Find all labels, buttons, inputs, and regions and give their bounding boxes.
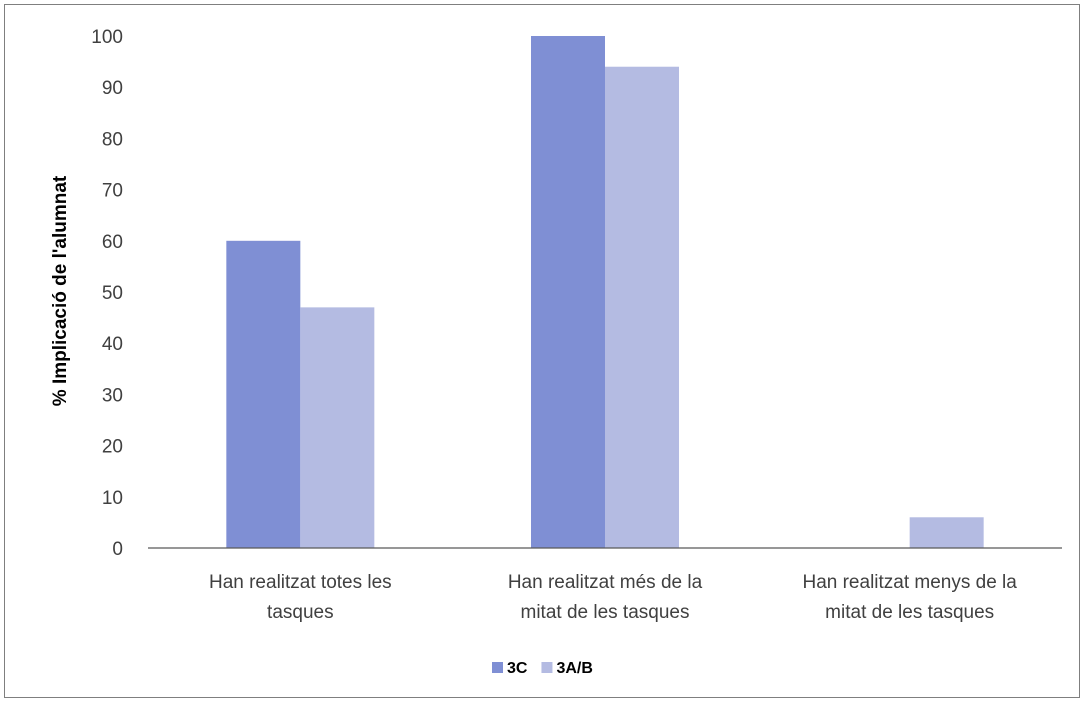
y-tick-label: 70 [102, 181, 123, 202]
category-label: Han realitzat totes les [209, 572, 392, 593]
bar-3a-b-1 [605, 66, 679, 548]
category-label: mitat de les tasques [825, 602, 994, 623]
y-tick-label: 50 [102, 283, 123, 304]
category-label: tasques [267, 602, 334, 623]
legend-swatch-0 [492, 662, 503, 673]
y-tick-label: 100 [91, 27, 123, 48]
y-tick-label: 20 [102, 437, 123, 458]
bar-3c-1 [531, 36, 605, 548]
bar-3a-b-0 [300, 307, 375, 548]
legend: 3C 3A/B [492, 660, 593, 677]
y-tick-label: 30 [102, 385, 123, 406]
category-label: Han realitzat menys de la [802, 572, 1017, 593]
y-tick-label: 60 [102, 232, 123, 253]
bars [226, 36, 984, 549]
legend-entry: 3A/B [556, 660, 592, 677]
y-tick-label: 80 [102, 129, 123, 150]
legend-swatch-1 [541, 662, 553, 673]
y-tick-label: 0 [112, 539, 123, 560]
category-label: mitat de les tasques [521, 602, 690, 623]
bar-3a-b-2 [909, 517, 984, 548]
bar-3c-0 [226, 240, 301, 549]
category-labels: Han realitzat totes les tasques Han realit… [209, 572, 1017, 623]
legend-entry: 3C [507, 660, 528, 677]
y-axis-ticks: 0 10 20 30 40 50 60 70 80 90 100 [91, 27, 123, 560]
y-axis-label: % Implicació de l'alumnat [50, 175, 71, 406]
y-tick-label: 10 [102, 488, 123, 509]
y-tick-label: 40 [102, 334, 123, 355]
y-tick-label: 90 [102, 78, 123, 99]
category-label: Han realitzat més de la [508, 572, 703, 593]
